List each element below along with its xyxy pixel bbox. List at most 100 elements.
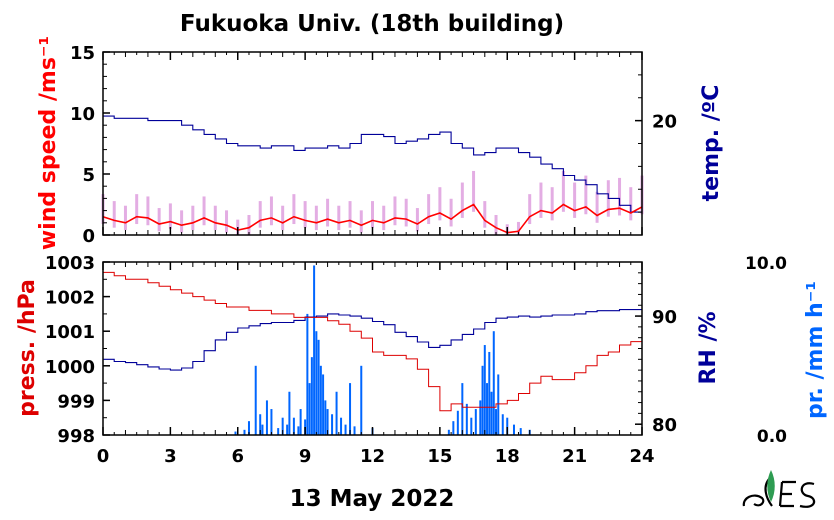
logo-letter-s (799, 482, 816, 508)
precip-bar (519, 428, 522, 435)
precip-bar (501, 414, 504, 435)
precip-bar (490, 391, 493, 435)
pressure-axis-tick-label: 1003 (45, 253, 95, 274)
upper-panel: 0 5 10 15 20 wind speed /ms⁻¹ temp. /ºC (36, 36, 724, 250)
pressure-line (103, 271, 643, 412)
precip-bar (349, 383, 352, 435)
precip-bar (315, 331, 318, 435)
pressure-axis-tick-label: 1002 (45, 288, 95, 309)
x-tick-label: 15 (427, 446, 452, 467)
precip-bar (265, 400, 268, 435)
chart-title: Fukuoka Univ. (18th building) (180, 11, 564, 37)
x-tick-label: 12 (360, 446, 385, 467)
upper-series-layer (101, 115, 644, 235)
wind-speed-line (102, 203, 643, 234)
precip-bar (292, 417, 295, 435)
precip-bar (335, 391, 338, 435)
pressure-axis-label: press. /hPa (15, 279, 40, 417)
x-tick-label: 24 (629, 446, 654, 467)
precip-bar (254, 365, 257, 435)
pressure-axis-tick-label: 998 (57, 426, 95, 447)
logo-leaf-icon (767, 470, 775, 502)
humidity-axis-label: RH /% (696, 311, 721, 384)
precip-bar (286, 424, 289, 435)
x-tick-label: 6 (231, 446, 244, 467)
precipitation-axis-label: pr. /mm h⁻¹ (803, 281, 828, 419)
precip-bar (447, 429, 450, 435)
x-tick-label: 21 (562, 446, 587, 467)
precip-bar (483, 345, 486, 435)
temp-axis-tick-label: 20 (652, 112, 677, 133)
precip-bar (324, 400, 327, 435)
x-tick-label: 3 (164, 446, 177, 467)
precip-bar (322, 374, 325, 435)
precip-bar (470, 417, 473, 435)
wind-axis-tick-label: 15 (70, 43, 95, 64)
logo (742, 470, 816, 508)
wind-axis-tick-label: 5 (82, 165, 95, 186)
precip-bar (488, 351, 491, 435)
precip-bar (495, 409, 498, 435)
precip-bar (277, 428, 280, 435)
lower-series-layer (103, 265, 643, 435)
precip-bar (313, 265, 316, 435)
precip-bar (281, 417, 284, 435)
x-tick-label: 0 (97, 446, 110, 467)
precip-bar (288, 391, 291, 435)
wind-axis-tick-label: 0 (82, 226, 95, 247)
pressure-axis-tick-label: 1001 (45, 322, 95, 343)
pressure-axis-tick-label: 999 (57, 391, 95, 412)
precip-bar (261, 424, 264, 435)
x-axis-tick-labels: 0 3 6 9 12 15 18 21 24 (97, 52, 655, 467)
precip-bar (331, 414, 334, 435)
x-tick-label: 18 (495, 446, 520, 467)
lower-panel: 998 999 1000 1001 1002 1003 80 90 0.0 10.0 press.… (15, 253, 828, 447)
precip-bar (317, 339, 320, 435)
precip-bar (234, 431, 237, 435)
precip-bar (344, 424, 347, 435)
precip-bar (247, 421, 250, 435)
precip-bar (474, 409, 477, 435)
precip-bar (326, 409, 329, 435)
precip-bar (270, 409, 273, 435)
precip-bar (340, 417, 343, 435)
precip-bar (465, 403, 468, 435)
rh-axis-tick-label: 80 (652, 415, 677, 436)
precip-bar (479, 400, 482, 435)
logo-letter-e (778, 480, 796, 508)
precip-axis-tick-label: 10.0 (745, 254, 787, 274)
precip-bar (353, 426, 356, 435)
rh-axis-tick-label: 90 (652, 307, 677, 328)
precip-bar (306, 313, 309, 435)
precip-bar (481, 365, 484, 435)
precip-bar (492, 331, 495, 435)
precip-bar (452, 421, 455, 435)
humidity-line (103, 309, 642, 371)
precip-axis-tick-label: 0.0 (757, 427, 787, 447)
precip-bar (512, 424, 515, 435)
precip-bar (310, 357, 313, 435)
wind-axis-tick-label: 10 (70, 104, 95, 125)
x-tick-label: 9 (299, 446, 312, 467)
precip-bar (259, 414, 262, 435)
precip-bar (299, 409, 302, 435)
logo-swirl-left (742, 494, 765, 507)
wind-speed-axis-label: wind speed /ms⁻¹ (36, 36, 61, 250)
precip-bar (360, 365, 363, 435)
pressure-axis-tick-label: 1000 (45, 357, 95, 378)
precip-bar (243, 429, 246, 435)
lower-ticks: 998 999 1000 1001 1002 1003 80 90 0.0 10.0 (45, 253, 787, 447)
temperature-line (103, 115, 642, 213)
precip-bar (308, 383, 311, 435)
precip-bar (297, 426, 300, 435)
precip-bar (486, 383, 489, 435)
precip-bar (456, 410, 459, 435)
precip-bar (497, 374, 500, 435)
precip-bar (506, 417, 509, 435)
upper-ticks: 0 5 10 15 20 (70, 43, 677, 247)
date-label: 13 May 2022 (290, 486, 455, 512)
precip-bar (461, 383, 464, 435)
temperature-axis-label: temp. /ºC (699, 85, 724, 202)
precip-bar (319, 365, 322, 435)
